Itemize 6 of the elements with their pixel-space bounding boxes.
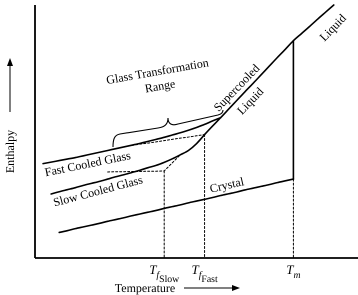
x-axis-title: Temperature xyxy=(114,281,176,295)
text: Crystal xyxy=(208,174,246,196)
text: Fast Cooled Glass xyxy=(43,148,132,180)
y-axis-title: Enthalpy xyxy=(3,130,17,174)
x-tick-label: T$_{m}$ xyxy=(286,262,301,281)
annotation: Glass Transformation Range xyxy=(105,55,210,96)
